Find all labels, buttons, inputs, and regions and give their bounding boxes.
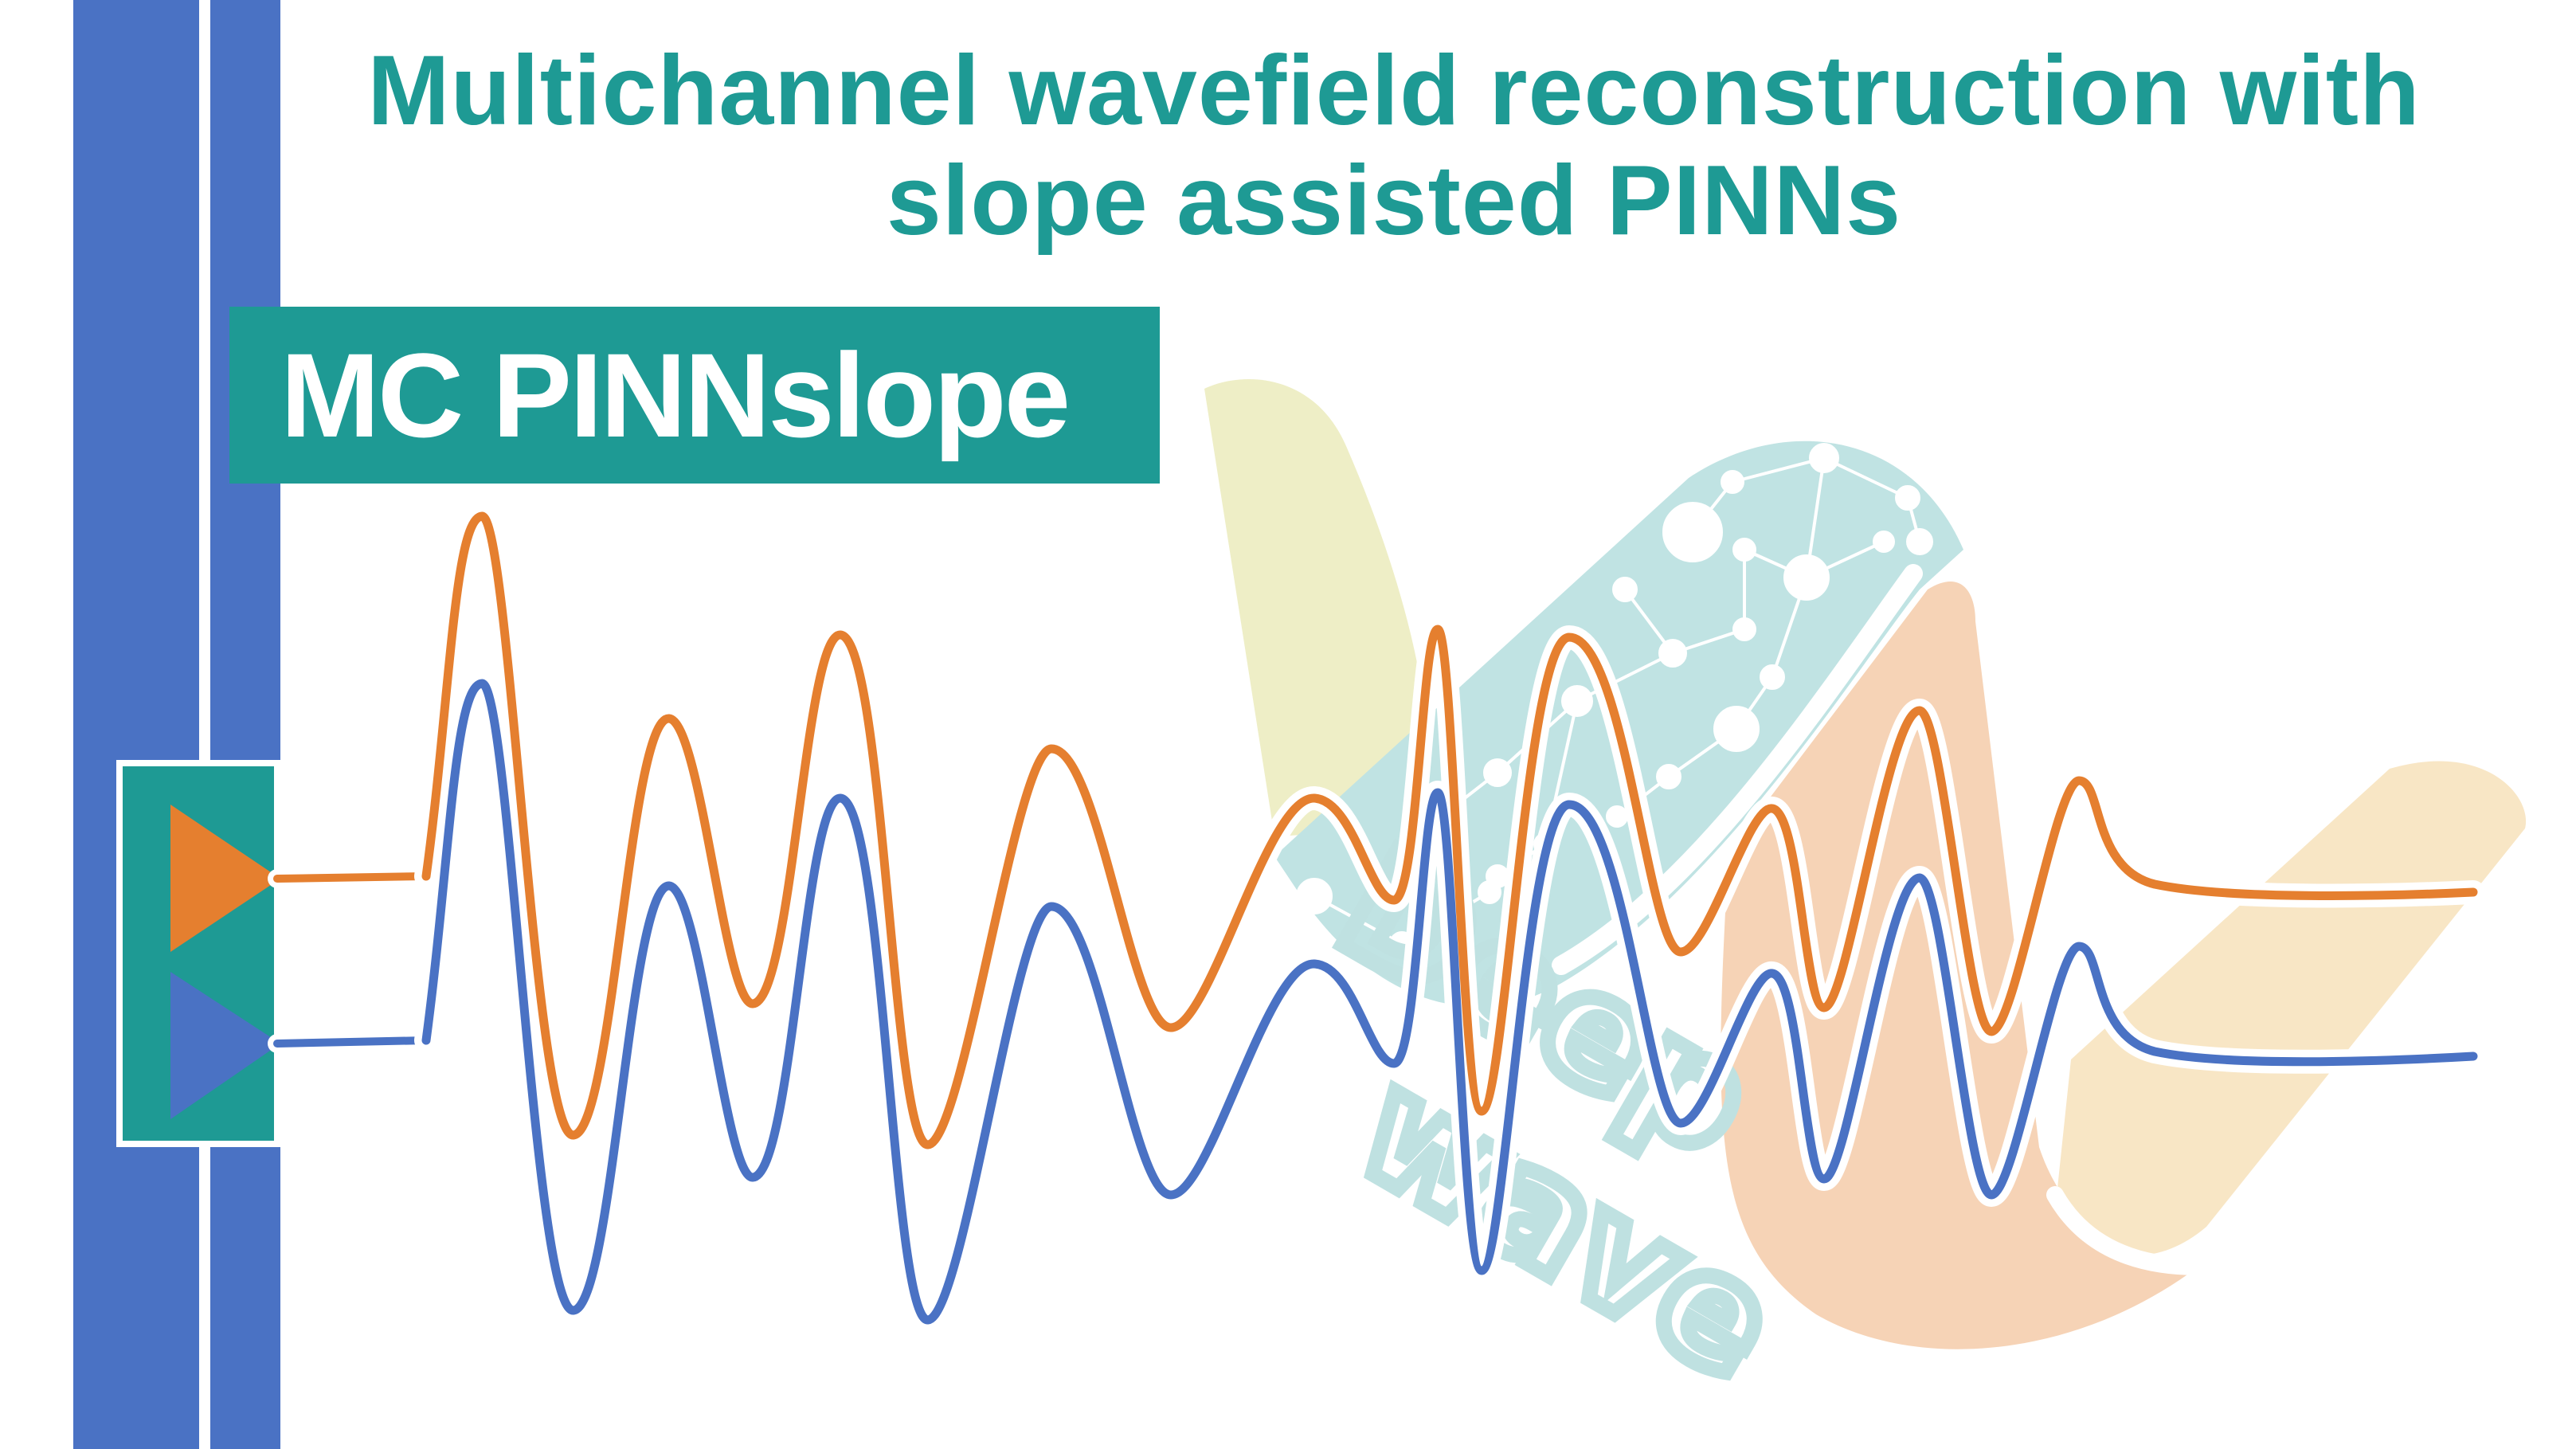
orange-trace xyxy=(421,511,2478,1149)
neural-network-icon xyxy=(1296,443,1933,957)
title-line-2: slope assisted PINNs xyxy=(886,146,1902,256)
blue-trace xyxy=(421,679,2478,1325)
left-bar-inner xyxy=(210,0,280,1449)
orange-triangle-icon xyxy=(170,805,280,952)
title-line-1: Multichannel wavefield reconstruction wi… xyxy=(367,36,2421,146)
cream-blade xyxy=(2055,761,2527,1256)
blue-triangle-icon xyxy=(170,972,280,1119)
left-bar-divider xyxy=(199,0,210,1449)
mc-pinnslope-badge: MC PINNslope xyxy=(229,307,1160,484)
seismic-traces xyxy=(414,503,2485,1332)
yellow-blade xyxy=(1204,378,1428,836)
page-title: Multichannel wavefield reconstruction wi… xyxy=(239,36,2549,256)
blade-white-edge-lower xyxy=(2046,1186,2207,1275)
left-bar-outer xyxy=(73,0,199,1449)
